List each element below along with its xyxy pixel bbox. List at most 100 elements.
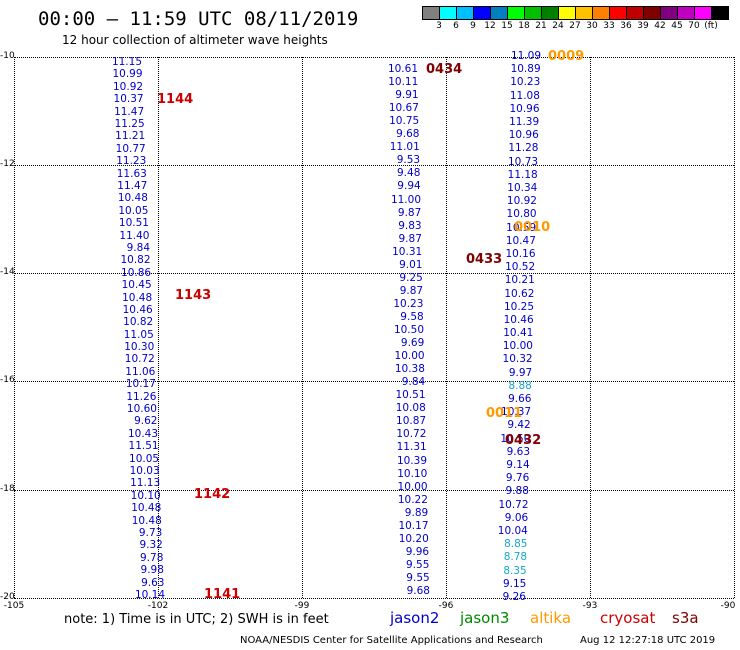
wave-height-value: 9.87	[399, 284, 424, 297]
wave-height-value: 9.88	[505, 485, 529, 498]
wave-height-value: 10.75	[389, 115, 420, 128]
wave-height-value: 10.50	[500, 432, 531, 445]
color-swatch	[626, 6, 644, 20]
wave-height-value: 11.25	[114, 117, 145, 130]
wave-height-value: 11.00	[390, 193, 421, 206]
wave-height-value: 10.80	[506, 208, 537, 221]
wave-height-value: 10.99	[112, 68, 143, 81]
wave-height-value: 9.84	[401, 376, 426, 389]
color-scale-label: (ft)	[704, 21, 718, 31]
lat-label: -14	[0, 267, 15, 277]
pass-time-label: 0434	[426, 62, 463, 77]
wave-height-value: 10.31	[392, 245, 423, 258]
wave-height-value: 10.82	[120, 254, 151, 267]
wave-height-value: 10.23	[510, 76, 541, 89]
wave-height-value: 8.85	[504, 538, 528, 551]
wave-height-value: 10.96	[508, 129, 539, 142]
pass-time-label: 0009	[548, 49, 585, 64]
wave-height-value: 9.87	[397, 206, 422, 219]
wave-height-value: 10.62	[504, 287, 535, 300]
wave-height-value: 10.61	[387, 63, 418, 75]
legend-altika: altika	[530, 609, 572, 627]
wave-height-value: 9.84	[126, 241, 151, 254]
wave-height-value: 10.92	[113, 80, 144, 93]
color-scale-label: 24	[552, 21, 564, 31]
color-scale-label: 30	[586, 21, 598, 31]
wave-height-value: 10.46	[503, 313, 534, 326]
wave-height-value: 10.51	[395, 389, 426, 402]
gridline-lon-93	[590, 57, 591, 598]
color-swatch	[422, 6, 440, 20]
pass-time-label: 0432	[505, 433, 542, 448]
wave-height-value: 10.86	[121, 266, 152, 279]
wave-height-value: 11.51	[128, 440, 159, 453]
wave-height-value: 9.06	[504, 511, 529, 524]
pass-time-label: 0433	[466, 252, 503, 267]
legend-cryosat: cryosat	[600, 609, 656, 627]
color-scale-label: 42	[654, 21, 666, 31]
wave-height-value: 10.72	[124, 353, 155, 366]
wave-height-value: 9.14	[506, 459, 530, 472]
wave-height-value: 10.21	[504, 274, 535, 287]
wave-height-value: 10.00	[502, 340, 533, 353]
wave-height-value: 9.63	[506, 445, 531, 458]
gridline-lat-10	[14, 57, 734, 58]
wave-height-value: 10.04	[497, 525, 528, 538]
legend-jason2: jason2	[390, 609, 440, 627]
wave-height-value: 11.23	[116, 155, 147, 168]
wave-height-value: 11.28	[508, 142, 539, 155]
wave-height-value: 10.73	[508, 155, 539, 168]
color-swatch	[609, 6, 627, 20]
lat-label: -12	[0, 159, 15, 169]
gridline-lat-20	[14, 598, 734, 599]
wave-height-value: 11.21	[115, 130, 146, 143]
wave-height-value: 11.06	[125, 365, 156, 378]
gridline-lon-96	[446, 57, 447, 598]
wave-height-value: 10.46	[122, 303, 153, 316]
wave-height-value: 9.63	[141, 576, 165, 589]
wave-height-value: 11.39	[509, 115, 540, 128]
color-swatch	[592, 6, 610, 20]
pass-time-label: 1142	[194, 487, 231, 502]
pass-time-label: 1144	[157, 92, 194, 107]
wave-height-value: 10.48	[117, 192, 148, 205]
color-swatch	[558, 6, 576, 20]
wave-height-value: 11.47	[117, 179, 148, 192]
pass-time-label: 0011	[486, 406, 523, 421]
wave-height-value: 10.00	[394, 350, 425, 363]
wave-height-value: 11.09	[510, 50, 541, 62]
wave-height-value: 11.08	[509, 89, 540, 102]
wave-height-value: 10.41	[503, 327, 534, 340]
color-swatch	[694, 6, 712, 20]
gridline-lon-102	[158, 57, 159, 598]
color-scale-label: 36	[620, 21, 632, 31]
color-swatch	[575, 6, 593, 20]
wave-height-value: 9.68	[396, 128, 420, 141]
gridline-lat-12	[14, 165, 734, 166]
wave-height-value: 10.48	[131, 514, 162, 527]
pass-time-label: 0010	[514, 220, 551, 235]
wave-height-value: 10.87	[396, 415, 427, 428]
wave-height-value: 10.05	[129, 452, 160, 465]
color-scale-label: 15	[501, 21, 513, 31]
lon-label: -99	[294, 601, 310, 611]
wave-height-value: 9.55	[406, 571, 430, 584]
wave-height-value: 10.52	[505, 261, 536, 274]
lon-label: -102	[147, 601, 169, 611]
gridline-lat-18	[14, 490, 734, 491]
wave-height-value: 10.10	[130, 489, 161, 502]
wave-height-value: 11.05	[123, 328, 154, 341]
color-scale-label: 12	[484, 21, 496, 31]
color-swatch	[507, 6, 525, 20]
color-scale-label: 18	[518, 21, 530, 31]
wave-height-value: 10.59	[506, 221, 537, 234]
wave-height-value: 10.77	[115, 142, 146, 155]
wave-height-value: 9.73	[138, 527, 163, 540]
wave-height-value: 10.03	[129, 465, 160, 478]
wave-height-value: 9.96	[405, 545, 430, 558]
wave-height-value: 10.92	[506, 195, 537, 208]
wave-height-value: 10.34	[507, 181, 538, 194]
wave-height-value: 9.91	[395, 89, 419, 102]
lat-label: -10	[0, 51, 15, 61]
wave-height-value: 10.50	[393, 324, 424, 336]
